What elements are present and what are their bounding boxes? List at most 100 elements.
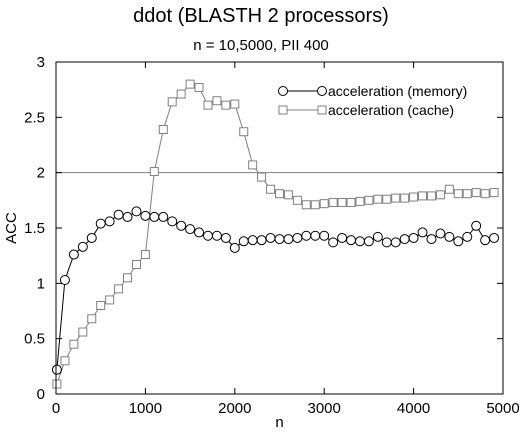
y-tick-label: 0.5 bbox=[24, 331, 45, 348]
x-tick-label: 0 bbox=[52, 400, 60, 417]
data-point bbox=[176, 89, 186, 99]
data-point bbox=[292, 232, 303, 243]
data-point bbox=[444, 184, 454, 194]
y-tick-label: 2 bbox=[37, 165, 45, 182]
data-point bbox=[230, 99, 240, 109]
data-point bbox=[409, 192, 419, 202]
data-point bbox=[426, 191, 436, 201]
data-point bbox=[328, 237, 339, 248]
data-point bbox=[319, 199, 329, 209]
legend-marker bbox=[278, 105, 288, 115]
data-point bbox=[462, 189, 472, 199]
data-point bbox=[265, 232, 276, 243]
data-point bbox=[149, 211, 160, 222]
data-point bbox=[95, 218, 106, 229]
data-point bbox=[229, 242, 240, 253]
data-point bbox=[60, 356, 70, 366]
data-point bbox=[158, 125, 168, 135]
legend-item: acceleration (cache) bbox=[278, 102, 454, 118]
data-point bbox=[283, 234, 294, 245]
data-point bbox=[310, 230, 321, 241]
y-tick-label: 0 bbox=[37, 386, 45, 403]
data-point bbox=[381, 237, 392, 248]
data-point bbox=[185, 224, 196, 235]
data-point bbox=[310, 200, 320, 210]
data-point bbox=[221, 100, 231, 110]
data-point bbox=[194, 227, 205, 238]
data-point bbox=[203, 100, 213, 110]
data-point bbox=[355, 196, 365, 206]
data-point bbox=[301, 200, 311, 210]
x-tick-label: 4000 bbox=[397, 400, 430, 417]
data-point bbox=[87, 314, 97, 324]
series-cache bbox=[52, 79, 499, 389]
data-point bbox=[194, 82, 204, 92]
data-point bbox=[435, 190, 445, 200]
legend-label: acceleration (cache) bbox=[328, 102, 454, 118]
data-point bbox=[417, 227, 428, 238]
data-point bbox=[247, 235, 258, 246]
data-point bbox=[337, 198, 347, 208]
data-point bbox=[239, 127, 249, 137]
data-point bbox=[114, 284, 124, 294]
x-tick-label: 1000 bbox=[129, 400, 162, 417]
data-point bbox=[390, 237, 401, 248]
data-point bbox=[346, 235, 357, 246]
data-point bbox=[212, 96, 222, 106]
data-point bbox=[363, 236, 374, 247]
data-point bbox=[59, 275, 70, 286]
data-point bbox=[364, 195, 374, 205]
data-point bbox=[149, 167, 159, 177]
data-point bbox=[444, 231, 455, 242]
data-point bbox=[122, 211, 133, 222]
chart-title: ddot (BLASTH 2 processors) bbox=[133, 5, 389, 27]
data-point bbox=[140, 250, 150, 260]
data-point bbox=[373, 194, 383, 204]
data-point bbox=[399, 234, 410, 245]
x-tick-label: 3000 bbox=[308, 400, 341, 417]
data-point bbox=[248, 160, 258, 170]
y-tick-label: 3 bbox=[37, 54, 45, 71]
data-point bbox=[68, 249, 79, 260]
data-point bbox=[462, 231, 473, 242]
data-point bbox=[418, 191, 428, 201]
data-point bbox=[105, 295, 115, 305]
chart-subtitle: n = 10,5000, PII 400 bbox=[193, 37, 329, 54]
series-memory bbox=[51, 206, 500, 375]
data-point bbox=[123, 273, 133, 283]
data-point bbox=[301, 230, 312, 241]
data-point bbox=[140, 210, 151, 221]
x-axis-label: n bbox=[275, 414, 283, 431]
data-point bbox=[176, 220, 187, 231]
x-tick-label: 2000 bbox=[218, 400, 251, 417]
data-point bbox=[113, 209, 124, 220]
data-point bbox=[453, 236, 464, 247]
data-point bbox=[238, 236, 249, 247]
data-point bbox=[69, 339, 79, 349]
data-point bbox=[275, 189, 284, 199]
data-point bbox=[426, 234, 437, 245]
legend-marker bbox=[317, 86, 327, 96]
data-point bbox=[372, 231, 383, 242]
data-point bbox=[78, 327, 88, 337]
legend: acceleration (memory) acceleration (cache… bbox=[278, 83, 467, 118]
data-point bbox=[489, 232, 500, 243]
legend-item: acceleration (memory) bbox=[278, 83, 467, 99]
data-point bbox=[319, 230, 330, 241]
data-point bbox=[131, 260, 141, 270]
data-point bbox=[220, 232, 231, 243]
data-point bbox=[51, 364, 62, 375]
data-point bbox=[283, 190, 293, 200]
data-point bbox=[96, 300, 106, 310]
data-point bbox=[453, 189, 463, 199]
data-point bbox=[257, 172, 267, 182]
axis-ticks: 0 1000 2000 3000 4000 5000 0 0.5 1 1.5 2 2.5 3 bbox=[24, 54, 520, 417]
series-line bbox=[56, 83, 495, 385]
series-layer bbox=[51, 79, 500, 389]
y-tick-label: 1 bbox=[37, 275, 45, 292]
data-point bbox=[77, 241, 88, 252]
data-point bbox=[167, 216, 178, 227]
data-point bbox=[158, 211, 169, 222]
data-point bbox=[131, 206, 142, 217]
